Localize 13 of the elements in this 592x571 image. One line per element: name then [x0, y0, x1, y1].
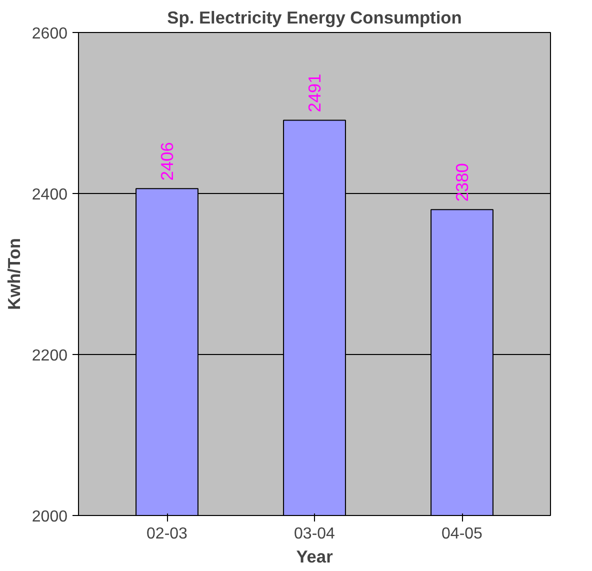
x-tick-label: 02-03: [146, 526, 188, 542]
x-tick-label: 04-05: [442, 526, 483, 542]
data-label: 2406: [157, 142, 177, 181]
x-tick-label: 03-04: [294, 526, 336, 542]
data-label: 2491: [304, 74, 324, 112]
y-tick-label: 2000: [32, 508, 68, 526]
chart-title: Sp. Electricity Energy Consumption: [167, 8, 462, 28]
y-tick-label: 2400: [32, 186, 68, 204]
x-axis-title: Year: [296, 546, 334, 566]
data-label: 2380: [452, 163, 472, 202]
y-axis-title: Kwh/Ton: [4, 238, 24, 310]
y-tick-label: 2600: [32, 26, 68, 42]
y-tick-label: 2200: [32, 348, 68, 364]
